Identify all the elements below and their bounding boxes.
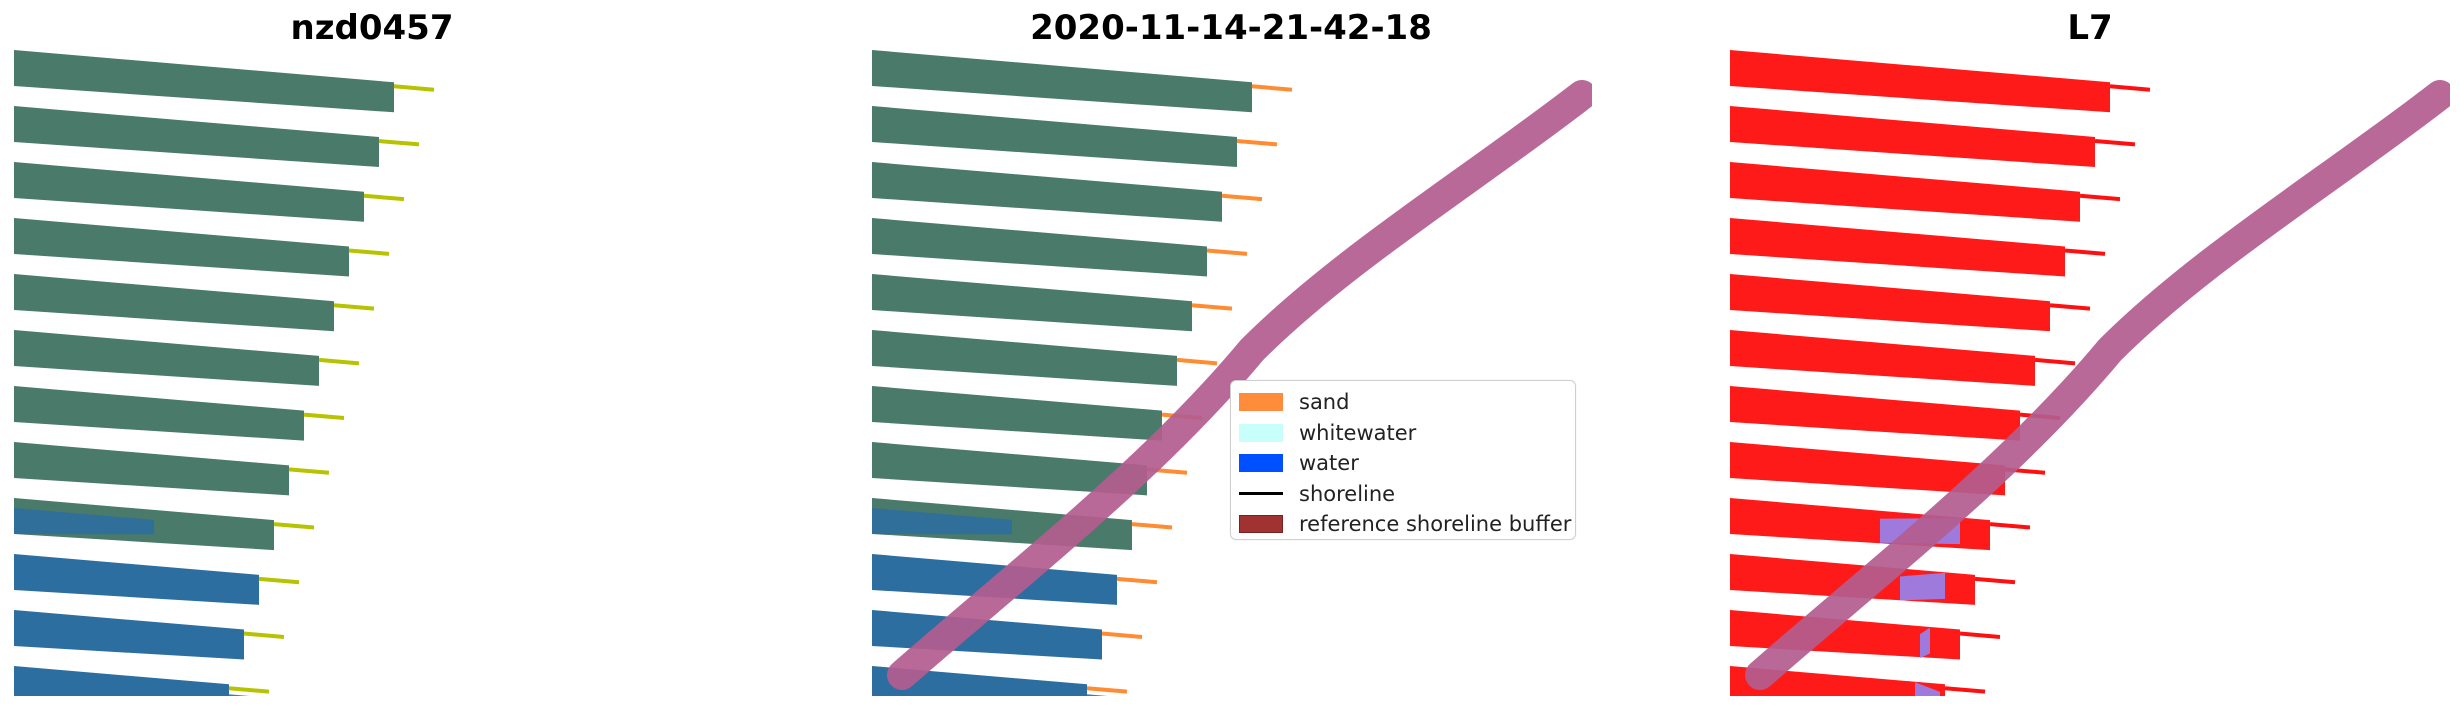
legend-item-sand: sand (1231, 387, 1575, 418)
image-strip (1730, 274, 2091, 332)
image-strip (872, 498, 1173, 551)
legend-label-whitewater: whitewater (1299, 420, 1417, 445)
image-strip (14, 498, 315, 551)
image-strip (14, 442, 330, 496)
legend-item-water: water (1231, 448, 1575, 479)
image-strip (14, 610, 285, 660)
image-strip (1730, 106, 2136, 168)
legend: sand whitewater water shoreline referenc… (1230, 380, 1576, 540)
image-strip (872, 330, 1218, 386)
satellite-image-classified (872, 50, 1592, 696)
image-strip (14, 666, 270, 696)
sand-swatch (1239, 393, 1283, 412)
panel-title-3: L7 (2067, 8, 2113, 48)
image-strip (14, 386, 345, 441)
image-panel-index (1730, 50, 2450, 696)
satellite-image-index (1730, 50, 2450, 696)
image-strip (14, 330, 360, 386)
image-strip (1730, 50, 2151, 113)
legend-item-whitewater: whitewater (1231, 418, 1575, 449)
image-strip (872, 218, 1248, 277)
image-strip (872, 274, 1233, 332)
legend-label-buffer: reference shoreline buffer (1299, 512, 1572, 537)
image-strip (14, 50, 435, 113)
legend-label-sand: sand (1299, 390, 1350, 415)
shoreline-swatch (1239, 492, 1283, 496)
satellite-image-rgb (14, 50, 435, 696)
reference-shoreline-buffer (1745, 80, 2450, 690)
buffer-swatch (1239, 515, 1283, 534)
image-strip (14, 274, 375, 332)
legend-item-shoreline: shoreline (1231, 479, 1575, 510)
image-strip (14, 554, 300, 605)
water-swatch (1239, 454, 1283, 473)
legend-label-water: water (1299, 451, 1359, 476)
image-strip (14, 162, 405, 222)
image-strip (1730, 218, 2106, 277)
image-strip (1730, 162, 2121, 222)
image-strip (1730, 330, 2076, 386)
image-strip (872, 50, 1293, 113)
image-strip (872, 162, 1263, 222)
image-panel-classified (872, 50, 1592, 696)
image-strip (872, 386, 1203, 441)
image-strip (1730, 498, 2031, 551)
image-strip (14, 218, 390, 277)
panel-title-1: nzd0457 (290, 8, 454, 48)
image-panel-rgb (14, 50, 734, 696)
image-strip (872, 106, 1278, 168)
whitewater-swatch (1239, 423, 1283, 442)
panel-title-2: 2020-11-14-21-42-18 (1030, 8, 1432, 48)
legend-label-shoreline: shoreline (1299, 481, 1396, 506)
image-strip (14, 106, 420, 168)
reference-shoreline-buffer (887, 80, 1592, 690)
legend-item-buffer: reference shoreline buffer (1231, 509, 1575, 540)
image-strip (1730, 386, 2061, 441)
